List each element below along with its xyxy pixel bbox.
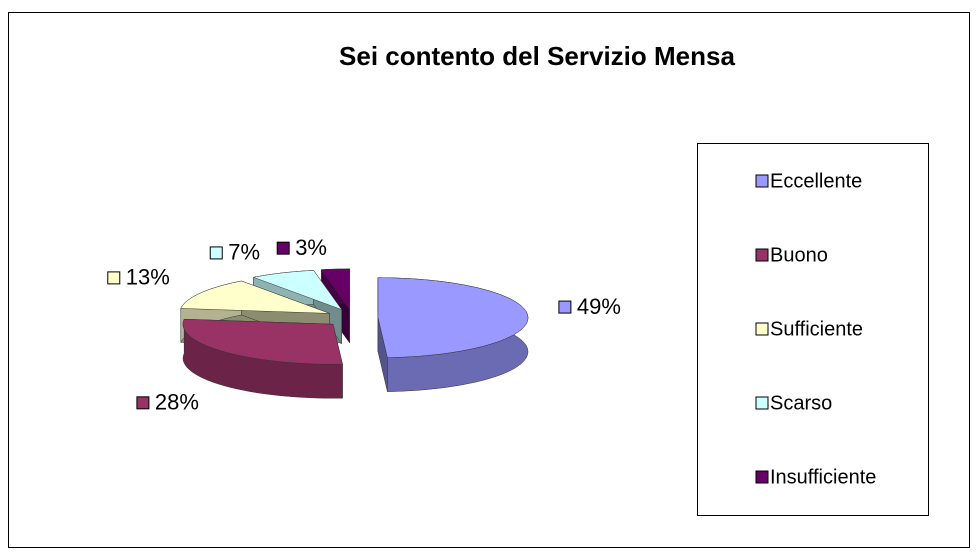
- data-label-key: [558, 300, 572, 314]
- data-label-key: [209, 246, 223, 260]
- legend-label: Scarso: [770, 392, 832, 414]
- data-label: 13%: [126, 265, 170, 290]
- legend-marker: [755, 470, 769, 484]
- legend-label: Sufficiente: [770, 318, 863, 340]
- legend-box: [697, 143, 929, 516]
- slice-top: [252, 270, 343, 311]
- data-label-key: [107, 271, 121, 285]
- slice-top: [182, 318, 343, 365]
- data-label: 3%: [295, 235, 327, 260]
- slice: [377, 277, 529, 392]
- data-label: 28%: [155, 390, 199, 415]
- slice: [182, 318, 343, 399]
- legend-marker: [755, 396, 769, 410]
- data-label: 49%: [577, 294, 621, 319]
- legend-label: Buono: [770, 244, 828, 266]
- slice-top: [377, 277, 529, 358]
- legend-label: Insufficiente: [770, 466, 876, 488]
- legend-label: Eccellente: [770, 170, 862, 192]
- legend-marker: [755, 248, 769, 262]
- slice-top: [320, 268, 350, 310]
- data-label-key: [136, 396, 150, 410]
- chart-title: Sei contento del Servizio Mensa: [339, 41, 735, 71]
- data-label: 7%: [228, 240, 260, 265]
- legend-marker: [755, 174, 769, 188]
- slice-top: [180, 280, 330, 314]
- data-label-key: [276, 241, 290, 255]
- legend-marker: [755, 322, 769, 336]
